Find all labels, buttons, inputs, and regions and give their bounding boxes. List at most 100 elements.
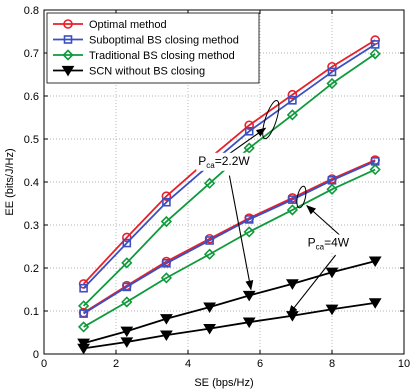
data-point <box>242 317 256 329</box>
data-point <box>243 226 255 238</box>
data-point <box>242 290 256 302</box>
legend-label: SCN without BS closing <box>89 66 205 78</box>
data-point <box>203 248 216 260</box>
y-tick-label: 0.5 <box>24 134 39 146</box>
data-point <box>244 120 254 131</box>
annotation-pca-2-2w: Pca=2.2W <box>198 154 250 170</box>
y-tick-label: 0.1 <box>24 306 39 318</box>
arrow-4w-ellipse <box>306 204 344 239</box>
series <box>77 298 382 355</box>
data-point <box>368 256 382 268</box>
legend-swatch-marker <box>62 49 74 61</box>
data-point <box>244 126 254 136</box>
data-point <box>122 282 132 292</box>
y-tick-label: 0.2 <box>24 263 39 275</box>
data-point <box>162 258 171 268</box>
data-point <box>244 215 254 224</box>
data-point <box>160 215 173 228</box>
y-tick-label: 0.6 <box>24 91 39 103</box>
data-point <box>122 238 132 248</box>
y-tick-label: 0 <box>33 349 39 361</box>
arrow-2-2w-ellipse <box>225 127 267 157</box>
data-point <box>243 142 255 154</box>
annotation-label-bg <box>305 234 352 253</box>
group-ellipse-4w <box>296 185 307 209</box>
arrow-2-2w-scn <box>228 175 254 291</box>
series-line <box>83 260 376 345</box>
data-point <box>160 272 173 284</box>
data-point <box>203 177 216 189</box>
data-point <box>161 191 172 201</box>
annotation-pca-4w: Pca=4W <box>308 236 350 252</box>
data-point <box>203 324 216 335</box>
legend-swatch-marker <box>61 65 75 77</box>
data-point <box>286 279 299 290</box>
y-axis-label: EE (bits/J/Hz) <box>4 148 16 215</box>
x-axis-label: SE (bps/Hz) <box>194 377 253 389</box>
x-tick-label: 4 <box>185 358 191 370</box>
data-point <box>77 321 90 333</box>
group-ellipse-2-2w <box>262 100 280 140</box>
y-tick-label: 0.4 <box>24 177 39 189</box>
data-point <box>326 183 338 195</box>
legend-item: Suboptimal BS closing method <box>53 35 239 47</box>
data-point <box>325 267 339 279</box>
series <box>77 256 382 350</box>
legend: Optimal method Suboptimal BS closing meth… <box>46 12 260 84</box>
legend-label: Optimal method <box>89 19 167 31</box>
data-point <box>120 326 134 338</box>
legend-swatch-marker <box>63 35 73 44</box>
data-point <box>79 283 88 293</box>
legend-item: SCN without BS closing <box>53 66 205 78</box>
data-point <box>286 109 299 121</box>
data-point <box>79 309 88 318</box>
data-point <box>288 195 297 204</box>
data-point <box>120 337 134 348</box>
annotation-label-bg <box>196 152 253 171</box>
series-line <box>83 160 376 315</box>
legend-item: Traditional BS closing method <box>53 49 235 62</box>
x-tick-label: 8 <box>329 358 335 370</box>
data-point <box>160 314 173 325</box>
series-line <box>83 301 376 350</box>
y-tick-label: 0.7 <box>24 48 39 60</box>
data-point <box>203 302 216 314</box>
data-point <box>370 35 381 45</box>
y-tick-label: 0.8 <box>24 5 39 17</box>
series-line <box>82 43 376 289</box>
legend-swatch-marker <box>63 19 73 29</box>
data-point <box>162 197 171 207</box>
data-point <box>370 40 380 49</box>
data-point <box>122 232 132 243</box>
data-point <box>326 77 338 90</box>
series <box>77 163 381 333</box>
tick-layer: 0 2 4 6 8 10 0 0.1 0.2 0.3 0.4 0.5 0.6 0.7 0.8 <box>24 5 410 370</box>
data-point <box>160 330 173 341</box>
data-point <box>286 204 299 216</box>
x-tick-label: 10 <box>398 358 410 370</box>
data-point <box>205 236 214 245</box>
data-point <box>327 67 337 77</box>
data-point <box>325 304 339 316</box>
data-point <box>327 61 337 72</box>
data-point <box>121 296 133 308</box>
series-line <box>83 159 376 314</box>
x-tick-label: 6 <box>257 358 263 370</box>
x-tick-label: 2 <box>113 358 119 370</box>
legend-label: Suboptimal BS closing method <box>89 35 239 47</box>
data-point <box>369 163 381 176</box>
data-point <box>287 89 298 100</box>
data-point <box>368 298 382 309</box>
data-point <box>77 343 90 355</box>
series-line <box>83 168 376 328</box>
annotation-layer: Pca=2.2W Pca=4W <box>196 100 352 316</box>
arrow-4w-scn <box>288 254 337 316</box>
series-line <box>82 39 376 285</box>
legend-item: Optimal method <box>53 19 167 31</box>
data-point <box>369 48 381 60</box>
data-point <box>121 257 133 269</box>
data-point <box>77 338 90 350</box>
data-point <box>288 96 297 105</box>
legend-label: Traditional BS closing method <box>89 50 235 62</box>
